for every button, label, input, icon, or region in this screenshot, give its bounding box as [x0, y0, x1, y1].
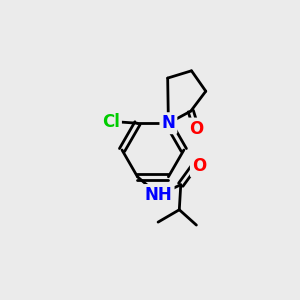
Text: NH: NH	[145, 186, 172, 204]
Text: O: O	[192, 158, 206, 175]
Text: Cl: Cl	[102, 113, 120, 131]
Text: N: N	[161, 114, 175, 132]
Text: O: O	[189, 120, 203, 138]
